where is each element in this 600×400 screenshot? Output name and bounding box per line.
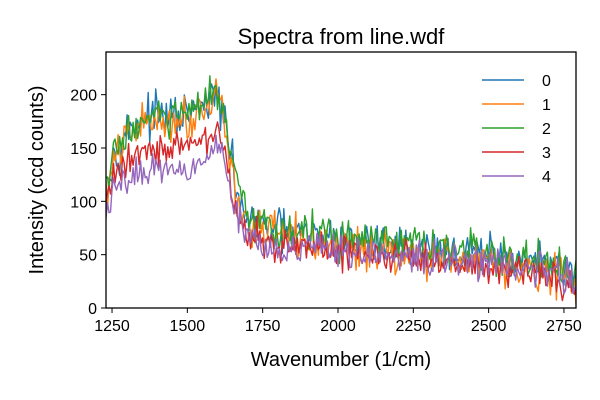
- x-tick-label-1750: 1750: [245, 318, 281, 335]
- x-tick-label-2750: 2750: [546, 318, 582, 335]
- x-axis: 1250 1500 1750 2000 2250 2500 2750: [94, 308, 582, 335]
- x-tick-label-2250: 2250: [396, 318, 432, 335]
- x-axis-label: Wavenumber (1/cm): [251, 349, 431, 371]
- plot-frame: [105, 51, 577, 309]
- y-tick-label-200: 200: [70, 88, 97, 105]
- legend-label-2: 2: [542, 121, 551, 138]
- series-line-4: [106, 134, 576, 295]
- legend-label-3: 3: [542, 145, 551, 162]
- x-tick-label-1250: 1250: [94, 318, 130, 335]
- x-tick-label-2000: 2000: [320, 318, 356, 335]
- y-tick-label-50: 50: [79, 248, 97, 265]
- y-tick-label-150: 150: [70, 141, 97, 158]
- x-tick-label-1500: 1500: [170, 318, 206, 335]
- x-tick-label-2500: 2500: [471, 318, 507, 335]
- series-layer: [106, 75, 576, 305]
- y-axis: 0 50 100 150 200: [70, 88, 106, 318]
- chart-title: Spectra from line.wdf: [238, 24, 446, 49]
- y-axis-label: Intensity (ccd counts): [26, 86, 48, 275]
- legend-label-4: 4: [542, 169, 551, 186]
- y-tick-label-100: 100: [70, 194, 97, 211]
- legend: 0 1 2 3 4: [482, 73, 551, 186]
- legend-label-0: 0: [542, 73, 551, 90]
- y-tick-label-0: 0: [88, 301, 97, 318]
- legend-label-1: 1: [542, 97, 551, 114]
